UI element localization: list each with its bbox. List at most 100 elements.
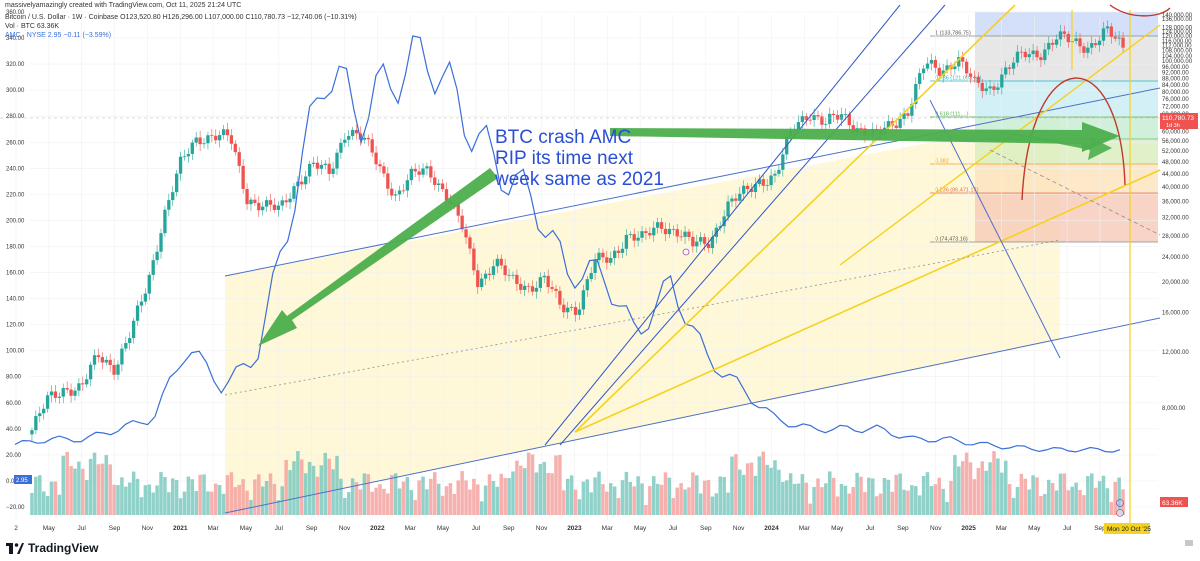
btc-candle	[976, 76, 981, 83]
btc-candle	[933, 59, 937, 68]
right-axis-tick: 84,000.00	[1162, 83, 1189, 89]
time-axis-tick: Sep	[700, 525, 712, 532]
btc-candle	[820, 116, 824, 125]
left-axis-tick: 140.00	[6, 297, 25, 303]
btc-candle	[554, 288, 558, 291]
volume-bar	[667, 477, 672, 515]
btc-candle	[88, 364, 93, 380]
btc-candle	[128, 338, 132, 344]
btc-candle	[480, 278, 484, 288]
btc-candle	[730, 198, 734, 202]
time-axis-tick: Sep	[897, 525, 909, 532]
volume-bar	[483, 485, 488, 515]
btc-candle	[667, 228, 672, 235]
volume-bar	[339, 478, 343, 515]
btc-candle	[73, 390, 77, 396]
top-arc	[1109, 4, 1171, 17]
volume-bar	[788, 473, 793, 515]
btc-candle	[1094, 43, 1098, 46]
volume-bar	[343, 498, 347, 515]
btc-candle	[585, 279, 589, 291]
volume-bar	[272, 483, 277, 515]
volume-bar	[260, 486, 265, 515]
volume-bar	[382, 488, 386, 515]
volume-bar	[221, 493, 226, 515]
volume-bar	[1070, 486, 1074, 515]
btc-candle	[429, 166, 433, 178]
btc-candle	[440, 183, 445, 190]
settings-icon[interactable]	[1185, 540, 1193, 546]
volume-bar	[777, 469, 781, 515]
volume-bar	[116, 485, 120, 515]
volume-bar	[124, 486, 128, 515]
trend-lines	[224, 4, 1161, 525]
volume-bar	[468, 489, 472, 515]
btc-candle	[284, 200, 288, 203]
volume-bar	[1105, 488, 1110, 515]
amc-legend: AMC · NYSE 2.95 −0.11 (−3.59%)	[5, 32, 112, 39]
btc-candle	[632, 234, 636, 241]
left-axis-tick: 0.00	[6, 479, 18, 485]
volume-bar	[679, 483, 683, 515]
btc-candle	[69, 389, 73, 396]
btc-candle	[835, 115, 840, 120]
volume-bar	[194, 490, 198, 515]
volume-bar	[874, 496, 879, 515]
btc-candle	[702, 237, 707, 244]
btc-candle	[393, 194, 398, 196]
btc-candle	[206, 135, 210, 144]
volume-bar	[202, 474, 206, 515]
btc-candle	[710, 236, 715, 249]
btc-candle	[620, 248, 625, 253]
btc-candle	[921, 68, 926, 74]
volume-bar	[1015, 487, 1020, 515]
btc-candle	[515, 274, 519, 284]
btc-candle	[546, 275, 550, 288]
time-axis-tick: Mar	[799, 525, 811, 532]
btc-candle	[390, 188, 394, 196]
btc-candle	[601, 252, 605, 258]
btc-candle	[456, 204, 460, 216]
btc-candle	[245, 188, 249, 205]
right-axis-tick: 24,000.00	[1162, 255, 1189, 261]
btc-candle	[311, 162, 316, 164]
volume-bar	[1101, 475, 1106, 515]
volume-bar	[350, 478, 355, 515]
btc-candle	[996, 87, 1000, 90]
right-axis-tick: 76,000.00	[1162, 97, 1189, 103]
volume-bar	[796, 483, 801, 515]
right-axis-tick: 20,000.00	[1162, 280, 1189, 286]
right-axis-tick: 112,000.00	[1162, 44, 1192, 50]
volume-bar	[816, 478, 820, 515]
volume-bar	[718, 476, 722, 515]
btc-candle	[1090, 43, 1094, 48]
volume-bar	[499, 473, 503, 515]
btc-candle	[139, 301, 144, 306]
volume-bar	[433, 472, 437, 515]
btc-candle	[1086, 47, 1090, 53]
volume-bar	[765, 464, 769, 515]
volume-bar	[429, 478, 433, 515]
btc-candle	[409, 168, 413, 181]
btc-candle	[327, 163, 331, 174]
volume-bar	[374, 487, 378, 515]
btc-candle	[972, 76, 977, 78]
flag-icon[interactable]	[1116, 509, 1124, 517]
event-marker-icon[interactable]	[1116, 499, 1124, 507]
volume-bar	[996, 458, 1000, 515]
btc-candle	[221, 129, 226, 136]
btc-candle	[593, 260, 597, 274]
btc-candle	[1031, 50, 1035, 55]
annotation-line-3: week same as 2021	[494, 169, 664, 190]
right-axis-tick: 28,000.00	[1162, 234, 1189, 240]
btc-candle	[828, 113, 832, 124]
volume-bar	[198, 474, 202, 515]
btc-candle	[131, 320, 136, 339]
btc-candle	[957, 57, 961, 67]
volume-bar	[69, 466, 73, 515]
event-marker-icon[interactable]	[682, 248, 690, 256]
btc-candle	[253, 199, 257, 203]
btc-candle	[1007, 67, 1012, 69]
btc-candle	[304, 176, 308, 185]
